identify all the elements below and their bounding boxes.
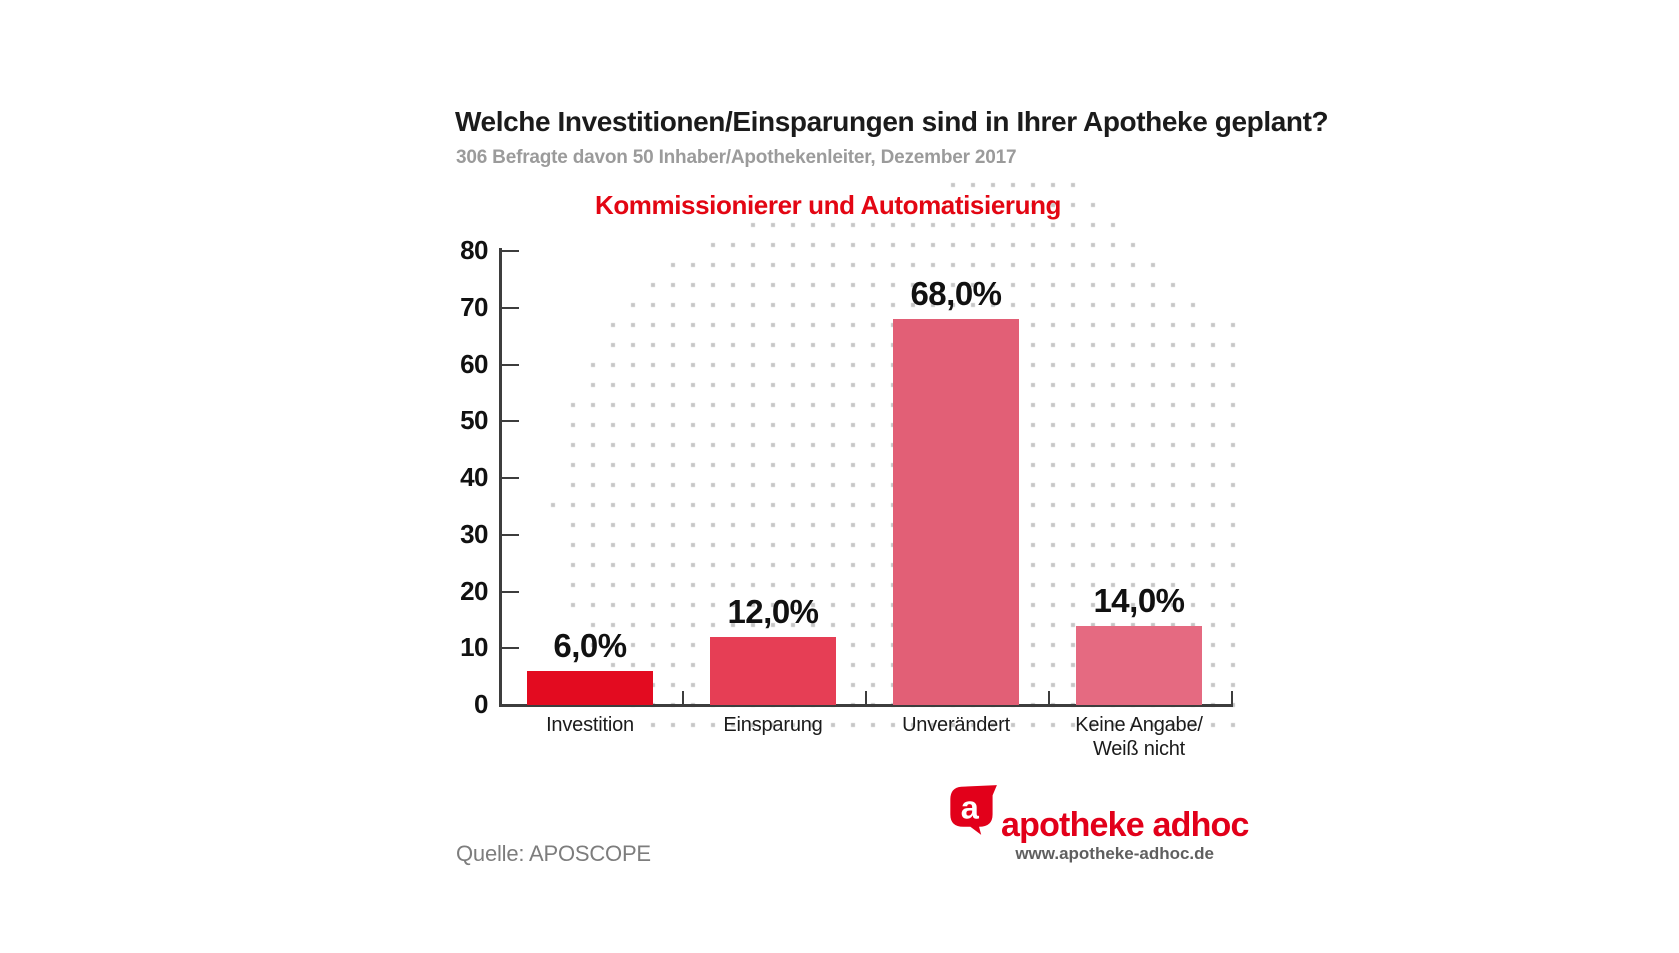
y-tick-label: 80 xyxy=(460,235,488,265)
bar-keine-angabe- xyxy=(1076,626,1202,705)
bar-value-label: 6,0% xyxy=(553,627,627,664)
x-tick-mark xyxy=(1048,691,1050,705)
x-category-label: Keine Angabe/Weiß nicht xyxy=(1075,714,1203,761)
y-tick-label: 50 xyxy=(460,405,488,436)
y-tick-label: 0 xyxy=(474,689,488,719)
y-tick-mark xyxy=(502,250,519,252)
y-tick-label: 30 xyxy=(460,518,488,549)
x-category-label: Investition xyxy=(546,714,634,736)
bar-value-label: 14,0% xyxy=(1093,582,1185,619)
bar-investition xyxy=(527,671,653,705)
y-tick-label: 10 xyxy=(460,632,488,663)
svg-text:a: a xyxy=(961,790,980,826)
y-axis-line xyxy=(499,248,502,707)
apotheke-adhoc-logo-icon: a xyxy=(950,785,997,835)
y-tick-mark xyxy=(502,363,519,366)
x-category-label: Einsparung xyxy=(723,714,823,736)
brand-url: www.apotheke-adhoc.de xyxy=(1015,844,1214,863)
chart-title: Kommissionierer und Automatisierung xyxy=(594,190,1062,220)
y-tick-label: 20 xyxy=(460,575,488,606)
page-subtitle: 306 Befragte davon 50 Inhaber/Apothekenl… xyxy=(456,147,1017,168)
bar-unver-ndert xyxy=(893,319,1019,705)
y-tick-label: 70 xyxy=(460,291,488,322)
x-tick-mark xyxy=(682,691,684,705)
y-tick-mark xyxy=(502,590,519,593)
y-tick-mark xyxy=(502,477,519,479)
y-tick-label: 60 xyxy=(460,348,488,379)
y-tick-mark xyxy=(502,647,519,650)
y-tick-label: 40 xyxy=(460,462,488,492)
x-category-label: Unverändert xyxy=(902,714,1010,736)
x-tick-mark xyxy=(1231,691,1233,705)
bar-value-label: 12,0% xyxy=(727,593,819,630)
page-title: Welche Investitionen/Einsparungen sind i… xyxy=(455,106,1329,137)
source-caption: Quelle: APOSCOPE xyxy=(456,841,651,866)
brand-name: apotheke adhoc xyxy=(1001,806,1249,844)
y-tick-mark xyxy=(502,533,519,536)
y-tick-mark xyxy=(502,306,519,309)
bar-einsparung xyxy=(710,637,836,705)
bar-value-label: 68,0% xyxy=(910,275,1002,312)
x-axis-line xyxy=(499,704,1233,707)
x-tick-mark xyxy=(865,691,867,705)
y-tick-mark xyxy=(502,704,519,706)
y-tick-mark xyxy=(502,420,519,423)
